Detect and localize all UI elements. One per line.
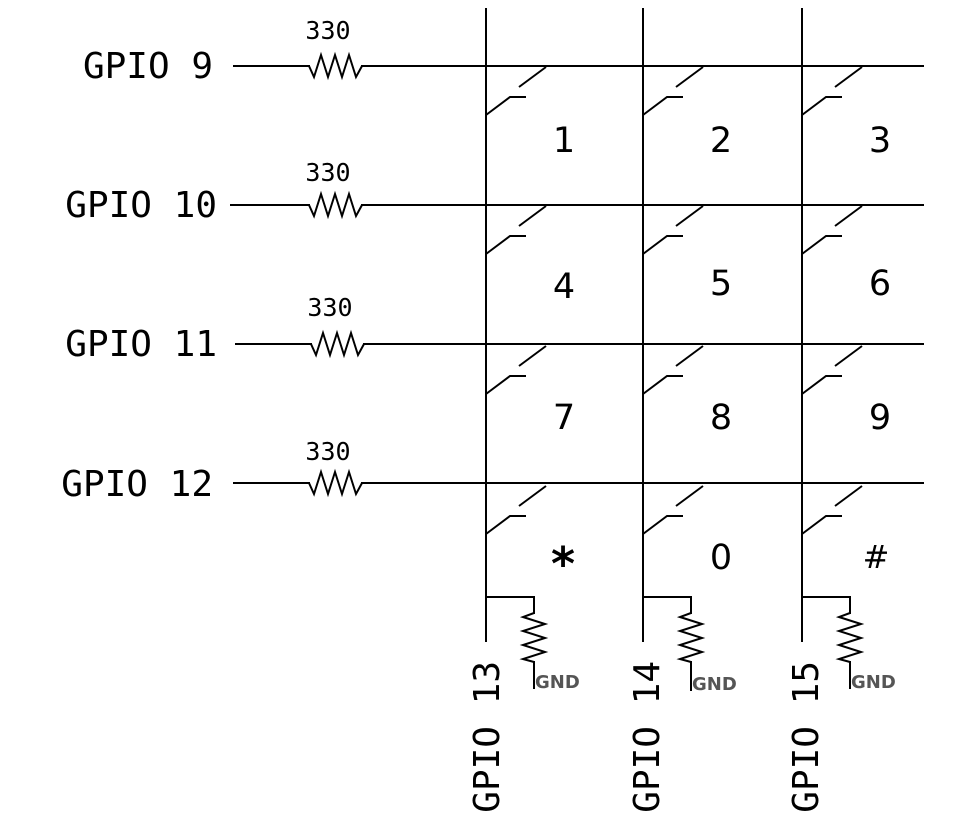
- switch-symbol: [486, 516, 526, 534]
- switch-contact: [676, 346, 703, 366]
- pulldown-wire: [802, 597, 850, 613]
- gnd-label: GND: [692, 674, 737, 695]
- resistor-value-label: 330: [305, 16, 350, 45]
- switch-symbol: [643, 236, 683, 254]
- column-label: GPIO 15: [786, 661, 827, 813]
- key-label: 1: [553, 121, 575, 161]
- resistor-value-label: 330: [307, 293, 352, 322]
- switch-contact: [676, 206, 703, 226]
- resistor-symbol: [309, 472, 362, 494]
- key-2: 2: [643, 67, 732, 161]
- key-label: 7: [553, 398, 575, 438]
- row-label: GPIO 11: [65, 324, 217, 365]
- row-gpio-10: GPIO 10 330: [65, 158, 923, 226]
- column-gpio-13: GND GPIO 13: [467, 597, 580, 813]
- column-label: GPIO 14: [627, 661, 668, 813]
- key-8: 8: [643, 346, 732, 438]
- pulldown-resistor-symbol: [523, 613, 545, 662]
- resistor-symbol: [309, 55, 362, 77]
- switch-symbol: [486, 97, 526, 115]
- switch-contact: [835, 346, 862, 366]
- key-0: 0: [643, 486, 732, 578]
- key-star: *: [486, 486, 575, 591]
- key-label: 4: [553, 267, 575, 307]
- key-4: 4: [486, 206, 575, 307]
- key-label: 6: [869, 264, 891, 304]
- switch-contact: [676, 67, 703, 87]
- key-label: 5: [710, 264, 732, 304]
- key-label: 0: [710, 538, 732, 578]
- switch-contact: [519, 206, 546, 226]
- pulldown-wire: [486, 597, 534, 613]
- key-5: 5: [643, 206, 732, 304]
- row-label: GPIO 10: [65, 185, 217, 226]
- switch-symbol: [802, 97, 842, 115]
- key-7: 7: [486, 346, 575, 438]
- key-1: 1: [486, 67, 575, 161]
- row-gpio-11: GPIO 11 330: [65, 293, 923, 365]
- key-label: 8: [710, 398, 732, 438]
- switch-symbol: [643, 376, 683, 394]
- resistor-symbol: [309, 194, 362, 216]
- switch-symbol: [802, 516, 842, 534]
- key-9: 9: [802, 346, 891, 438]
- switch-contact: [835, 206, 862, 226]
- resistor-value-label: 330: [305, 158, 350, 187]
- key-label: 9: [869, 398, 891, 438]
- key-label: 2: [710, 121, 732, 161]
- pulldown-resistor-symbol: [680, 613, 702, 662]
- key-6: 6: [802, 206, 891, 304]
- resistor-symbol: [311, 333, 364, 355]
- switch-contact: [519, 67, 546, 87]
- switch-symbol: [486, 376, 526, 394]
- gnd-label: GND: [535, 672, 580, 693]
- row-label: GPIO 9: [83, 46, 213, 87]
- column-label: GPIO 13: [467, 661, 508, 813]
- row-gpio-12: GPIO 12 330: [61, 437, 923, 505]
- key-label: 3: [869, 121, 891, 161]
- switch-symbol: [643, 97, 683, 115]
- pulldown-wire: [643, 597, 691, 613]
- switch-symbol: [802, 236, 842, 254]
- row-label: GPIO 12: [61, 464, 213, 505]
- resistor-value-label: 330: [305, 437, 350, 466]
- key-label: *: [551, 537, 575, 591]
- switch-symbol: [643, 516, 683, 534]
- switch-symbol: [486, 236, 526, 254]
- switch-contact: [519, 346, 546, 366]
- key-hash: #: [802, 486, 889, 576]
- row-gpio-9: GPIO 9 330: [83, 16, 923, 87]
- switch-contact: [519, 486, 546, 506]
- key-label: #: [863, 538, 890, 576]
- switch-contact: [835, 67, 862, 87]
- switch-symbol: [802, 376, 842, 394]
- switch-contact: [676, 486, 703, 506]
- pulldown-resistor-symbol: [839, 613, 861, 662]
- key-3: 3: [802, 67, 891, 161]
- gnd-label: GND: [851, 672, 896, 693]
- switch-contact: [835, 486, 862, 506]
